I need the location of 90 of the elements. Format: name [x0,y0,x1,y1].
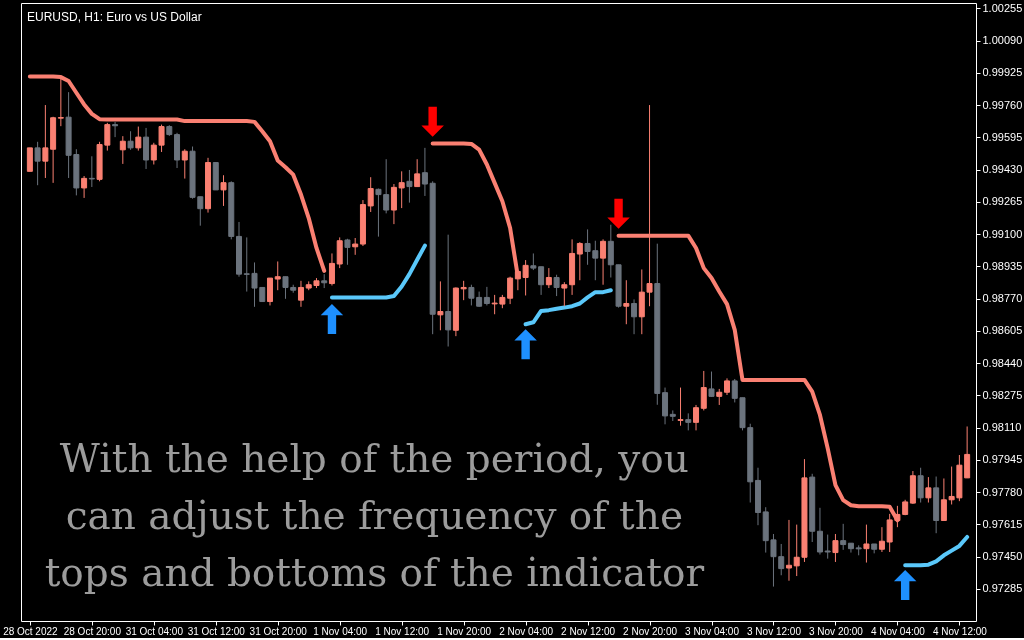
candlestick [127,130,134,151]
y-tick-label: 0.97450 [982,550,1023,563]
x-tick-label: 2 Nov 04:00 [499,625,554,637]
point [421,106,444,137]
y-tick-label: 0.97285 [982,582,1023,595]
x-tick-label: 1 Nov 04:00 [313,625,368,637]
candlestick [553,274,560,297]
y-tick-label: 0.97615 [982,517,1023,530]
point [514,329,537,360]
candlestick [708,371,715,398]
candlestick [220,174,227,207]
y-tick-label: 0.97945 [982,453,1023,466]
candlestick [863,524,870,564]
candlestick [34,141,41,186]
y-tick-label: 0.99430 [982,163,1023,176]
y-tick-label: 0.98935 [982,259,1023,272]
y-tick-label: 0.98770 [982,292,1023,305]
y-tick-label: 1.00090 [982,34,1023,47]
candlestick [917,467,924,504]
candlestick [367,176,374,213]
point [320,303,344,334]
text: EURUSD, H1: Euro vs US Dollar [27,10,202,25]
y-tick-label: 0.99100 [982,227,1023,240]
candlestick [631,298,638,335]
candlestick [677,387,684,427]
candlestick [700,370,707,411]
x-tick-label: 31 Oct 12:00 [187,625,246,637]
annotation: With the help of the period, you can adjust the frequency of the tops and bottoms of the indicator [44,436,705,596]
y-tick-label: 0.99925 [982,66,1023,79]
candlestick [88,155,95,188]
x-tick-label: 4 Nov 04:00 [870,625,926,637]
candlestick [267,277,273,306]
y-tick-label: 0.99265 [982,195,1023,208]
candlestick [414,158,421,188]
candlestick [336,236,343,269]
candlestick [112,121,119,138]
x-tick-label: 28 Oct 20:00 [63,625,122,637]
candlestick [840,523,847,551]
candlestick [119,135,126,165]
point [893,570,917,601]
candlestick [81,175,88,199]
candlestick [785,519,792,582]
y-tick-label: 0.98605 [982,324,1023,337]
y-tick-label: 0.98275 [982,388,1023,401]
candlestick [878,526,885,553]
candlestick [693,404,700,431]
candlestick [437,280,444,331]
x-tick-label: 3 Nov 12:00 [747,625,802,637]
x-tick-label: 1 Nov 12:00 [375,625,430,637]
candlestick [390,183,397,225]
y-tick-label: 0.98440 [982,356,1023,369]
candlestick [57,78,64,127]
candlestick [483,286,490,306]
candlestick [143,127,150,170]
candlestick [328,252,335,287]
candlestick [925,476,932,504]
candlestick [181,148,188,180]
y-tick-label: 0.97780 [982,485,1023,498]
candlestick [545,267,552,289]
x-tick-label: 2 Nov 12:00 [561,625,616,637]
candlestick [445,234,452,348]
candlestick [297,280,304,308]
x-tick-label: 31 Oct 04:00 [125,625,184,637]
candlestick [824,534,831,560]
point [607,198,630,229]
x-tick-label: 28 Oct 2022 [3,625,59,637]
candlestick [816,507,823,556]
candlestick [662,387,669,425]
x-tick-label: 2 Nov 20:00 [623,625,678,637]
x-tick-label: 1 Nov 20:00 [437,625,492,637]
y-tick-label: 0.99760 [982,98,1023,111]
candlestick [406,169,413,204]
x-tick-label: 4 Nov 12:00 [932,625,988,637]
y-tick-label: 1.00255 [982,1,1023,14]
candlestick [26,147,33,172]
x-tick-label: 31 Oct 20:00 [249,625,308,637]
candlestick [623,279,630,325]
y-tick-label: 0.98110 [982,421,1022,434]
candlestick [600,238,607,286]
candlestick [421,147,428,197]
candlestick [832,533,839,563]
y-tick-label: 0.99595 [982,130,1023,143]
candlestick [274,260,281,291]
candlestick [344,238,351,266]
candlestick [576,241,583,281]
candlestick [135,126,142,152]
x-tick-label: 3 Nov 04:00 [685,625,740,637]
candlestick [561,281,568,307]
candlestick [398,170,405,209]
x-tick-label: 3 Nov 20:00 [808,625,864,637]
